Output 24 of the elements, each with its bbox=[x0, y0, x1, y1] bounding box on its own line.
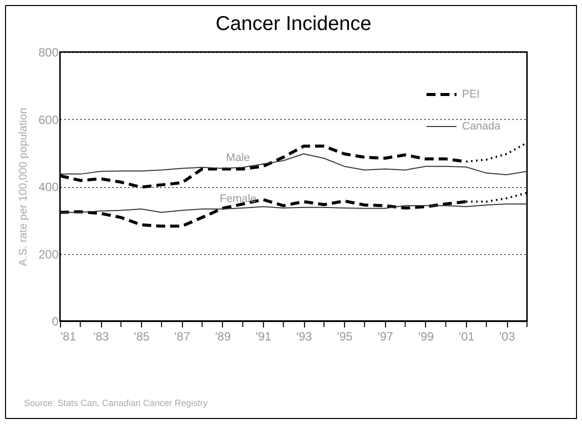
y-tick-label: 800 bbox=[38, 46, 59, 60]
source-note: Source: Stats Can, Canadian Cancer Registry bbox=[24, 398, 208, 408]
x-tick-label: '83 bbox=[93, 330, 110, 344]
x-tick-label: '03 bbox=[499, 330, 516, 344]
x-tick-label: '91 bbox=[256, 330, 272, 344]
x-tick-label: '97 bbox=[378, 330, 394, 344]
x-tick-label: '01 bbox=[458, 330, 475, 344]
legend-label: Canada bbox=[462, 120, 502, 132]
x-tick-label: '95 bbox=[336, 330, 353, 344]
annotation: Female bbox=[220, 193, 256, 205]
chart-title: Cancer Incidence bbox=[216, 13, 372, 35]
y-tick-label: 0 bbox=[52, 314, 59, 328]
y-axis-title: A.S. rate per 100,000 population bbox=[17, 108, 30, 266]
x-tick-label: '93 bbox=[296, 330, 312, 344]
x-tick-label: '85 bbox=[134, 330, 150, 344]
x-tick-label: '89 bbox=[215, 330, 232, 344]
y-tick-label: 600 bbox=[38, 112, 59, 127]
x-tick-label: '87 bbox=[174, 330, 190, 344]
y-tick-label: 400 bbox=[38, 180, 59, 194]
annotation: Male bbox=[226, 152, 250, 164]
x-tick-label: '81 bbox=[60, 330, 76, 344]
y-tick-label: 200 bbox=[38, 247, 59, 262]
legend-label: PEI bbox=[462, 88, 480, 100]
x-tick-label: '99 bbox=[418, 330, 434, 344]
